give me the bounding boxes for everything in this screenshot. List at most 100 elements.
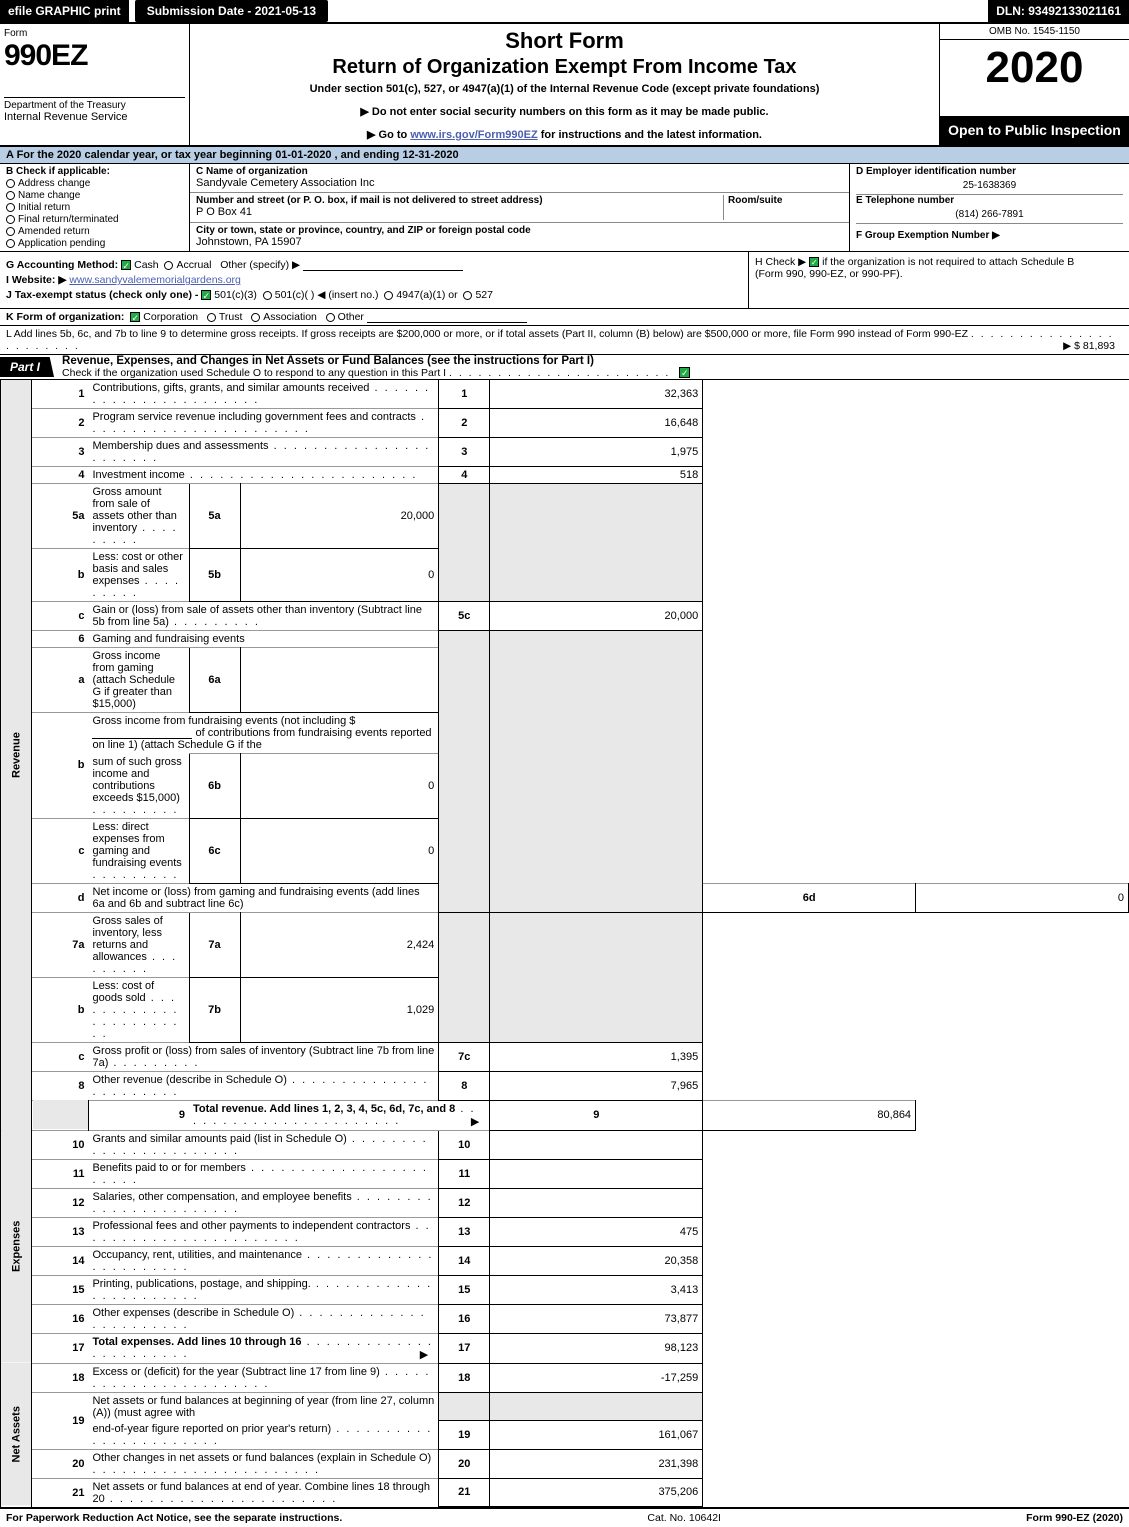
ln-18-desc: Excess or (deficit) for the year (Subtra… — [92, 1366, 379, 1378]
ln-18-no: 18 — [32, 1363, 89, 1392]
goto-post: for instructions and the latest informat… — [541, 129, 762, 141]
ln-2-resno: 2 — [439, 409, 490, 438]
ln-5b-mv: 0 — [240, 549, 439, 602]
d-ein-label: D Employer identification number — [856, 166, 1123, 177]
checkbox-corporation[interactable]: ✓ — [130, 312, 140, 322]
checkbox-accrual[interactable] — [164, 261, 173, 270]
ln-21-resno: 21 — [439, 1478, 490, 1507]
ln-7b-mv: 1,029 — [240, 977, 439, 1042]
ln-6b-desc1: Gross income from fundraising events (no… — [92, 715, 355, 727]
website-link[interactable]: www.sandyvalememorialgardens.org — [69, 274, 241, 286]
ln-6c-no: c — [32, 818, 89, 883]
ln-11-resno: 11 — [439, 1159, 490, 1188]
ln-13-no: 13 — [32, 1217, 89, 1246]
i-label: I Website: ▶ — [6, 274, 66, 286]
dln-label: DLN: 93492133021161 — [988, 0, 1129, 22]
footer-left: For Paperwork Reduction Act Notice, see … — [6, 1512, 342, 1524]
ln-6d-desc: Net income or (loss) from gaming and fun… — [92, 886, 419, 910]
checkbox-address-change[interactable] — [6, 179, 15, 188]
part-i-title: Revenue, Expenses, and Changes in Net As… — [54, 355, 1129, 367]
checkbox-4947[interactable] — [384, 291, 393, 300]
ln-20-no: 20 — [32, 1449, 89, 1478]
ln-12-resno: 12 — [439, 1188, 490, 1217]
checkbox-association[interactable] — [251, 313, 260, 322]
l-amount: ▶ $ 81,893 — [1063, 340, 1123, 352]
goto-pre: ▶ Go to — [367, 129, 410, 141]
c-name-label: C Name of organization — [196, 166, 843, 177]
ln-7c-no: c — [32, 1042, 89, 1071]
checkbox-cash[interactable]: ✓ — [121, 260, 131, 270]
ln-13-resno: 13 — [439, 1217, 490, 1246]
k-label: K Form of organization: — [6, 311, 124, 323]
tax-year-big: 2020 — [940, 40, 1129, 116]
ln-7a-mv: 2,424 — [240, 912, 439, 977]
checkbox-amended[interactable] — [6, 227, 15, 236]
ln-5b-no: b — [32, 549, 89, 602]
ln-4-no: 4 — [32, 467, 89, 484]
g-other: Other (specify) ▶ — [220, 259, 300, 271]
d-ein-value: 25-1638369 — [856, 177, 1123, 195]
ln-6-no: 6 — [32, 631, 89, 648]
part-i-header: Part I Revenue, Expenses, and Changes in… — [0, 355, 1129, 380]
checkbox-initial-return[interactable] — [6, 203, 15, 212]
ln-6b-input[interactable] — [92, 727, 192, 739]
subtitle: Under section 501(c), 527, or 4947(a)(1)… — [200, 83, 929, 95]
c-city-value: Johnstown, PA 15907 — [196, 236, 843, 248]
checkbox-trust[interactable] — [207, 313, 216, 322]
ln-6b-no: b — [32, 713, 89, 819]
ln-19-resno: 19 — [439, 1421, 490, 1450]
ln-19-desc2: end-of-year figure reported on prior yea… — [92, 1423, 331, 1435]
ln-5c-resno: 5c — [439, 602, 490, 631]
checkbox-501c[interactable] — [263, 291, 272, 300]
tax-year-range: A For the 2020 calendar year, or tax yea… — [0, 147, 1129, 164]
ln-11-val — [490, 1159, 703, 1188]
ln-17-resno: 17 — [439, 1333, 490, 1363]
ln-7c-val: 1,395 — [490, 1042, 703, 1071]
checkbox-final-return[interactable] — [6, 215, 15, 224]
footer-catno: Cat. No. 10642I — [342, 1512, 1026, 1524]
box-c: C Name of organization Sandyvale Cemeter… — [190, 164, 849, 251]
ln-4-resno: 4 — [439, 467, 490, 484]
line-i: I Website: ▶ www.sandyvalememorialgarden… — [6, 274, 742, 286]
opt-final-return: Final return/terminated — [18, 214, 119, 225]
form-number: 990EZ — [4, 39, 185, 73]
efile-print-label[interactable]: efile GRAPHIC print — [0, 0, 129, 22]
checkbox-527[interactable] — [463, 291, 472, 300]
open-to-public: Open to Public Inspection — [940, 116, 1129, 145]
checkbox-name-change[interactable] — [6, 191, 15, 200]
ln-6d-resno: 6d — [703, 883, 916, 912]
header-left: Form 990EZ Department of the Treasury In… — [0, 24, 190, 145]
ln-2-desc: Program service revenue including govern… — [92, 411, 415, 423]
ln-6c-desc: Less: direct expenses from gaming and fu… — [92, 821, 181, 869]
checkbox-application-pending[interactable] — [6, 239, 15, 248]
ln-8-resno: 8 — [439, 1071, 490, 1100]
g-accrual: Accrual — [176, 259, 211, 271]
checkbox-h[interactable]: ✓ — [809, 257, 819, 267]
ln-3-resno: 3 — [439, 438, 490, 467]
ln-20-resno: 20 — [439, 1449, 490, 1478]
ln-12-val — [490, 1188, 703, 1217]
k-other: Other — [338, 311, 364, 323]
ln-20-desc: Other changes in net assets or fund bala… — [92, 1452, 431, 1464]
ssn-warning: ▶ Do not enter social security numbers o… — [200, 105, 929, 118]
dept-irs: Internal Revenue Service — [4, 111, 185, 123]
ln-1-desc: Contributions, gifts, grants, and simila… — [92, 382, 369, 394]
ln-9-desc: Total revenue. Add lines 1, 2, 3, 4, 5c,… — [193, 1103, 455, 1115]
irs-link[interactable]: www.irs.gov/Form990EZ — [410, 129, 537, 141]
checkbox-schedule-o[interactable]: ✓ — [679, 367, 690, 378]
j-label: J Tax-exempt status (check only one) - — [6, 289, 201, 301]
opt-address-change: Address change — [18, 178, 90, 189]
ln-11-desc: Benefits paid to or for members — [92, 1162, 245, 1174]
org-info-block: B Check if applicable: Address change Na… — [0, 164, 1129, 252]
opt-amended: Amended return — [18, 226, 90, 237]
c-street-value: P O Box 41 — [196, 206, 723, 218]
ln-17-no: 17 — [32, 1333, 89, 1363]
k-other-input[interactable] — [367, 311, 527, 323]
checkbox-other-org[interactable] — [326, 313, 335, 322]
checkbox-501c3[interactable]: ✓ — [201, 290, 211, 300]
e-phone-label: E Telephone number — [856, 195, 1123, 206]
ln-5c-no: c — [32, 602, 89, 631]
g-other-input[interactable] — [303, 259, 463, 271]
line-l: L Add lines 5b, 6c, and 7b to line 9 to … — [0, 326, 1129, 355]
ln-10-no: 10 — [32, 1130, 89, 1159]
